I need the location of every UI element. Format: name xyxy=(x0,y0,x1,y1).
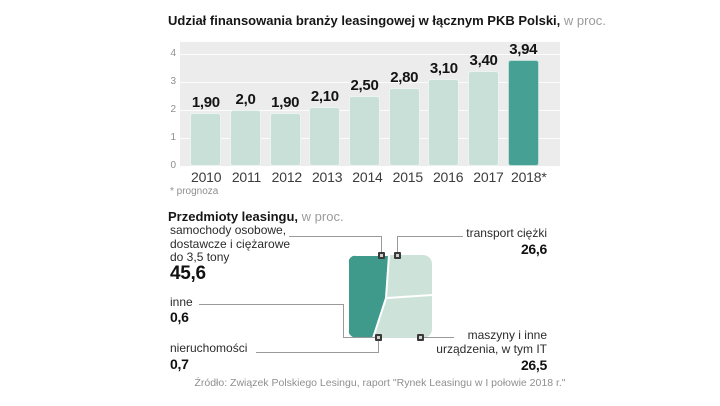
connector-samochody xyxy=(289,236,382,237)
bar-value-label: 2,80 xyxy=(390,69,419,86)
square-pie-title: Przedmioty leasingu, w proc. xyxy=(168,209,344,224)
bar-slot-2016: 3,10 xyxy=(424,42,464,166)
bar-2012 xyxy=(269,113,301,166)
value-maszyny: 26,5 xyxy=(520,357,547,373)
bar-chart-plot: 1,90 2,0 1,90 2,10 2,50 2,80 3,10 3,40 3,94 xyxy=(180,42,560,166)
label-inne: inne xyxy=(170,295,193,309)
value-transport: 26,6 xyxy=(520,241,547,257)
label-samochody-line2: dostawcze i ciężarowe xyxy=(170,236,291,251)
value-nieruchomosci: 0,7 xyxy=(170,356,189,372)
bar-2010 xyxy=(190,113,222,166)
label-transport: transport ciężki xyxy=(466,226,547,240)
label-nieruchomosci: nieruchomości xyxy=(170,341,248,355)
connector-samochody-drop xyxy=(381,236,382,253)
bar-chart-x-axis: 2010 2011 2012 2013 2014 2015 2016 2017 2018* xyxy=(186,169,549,185)
marker-samochody xyxy=(378,252,385,259)
bar-value-label: 2,0 xyxy=(235,91,256,108)
bar-2015 xyxy=(388,88,420,166)
bar-2014 xyxy=(349,96,381,166)
bar-chart-bars: 1,90 2,0 1,90 2,10 2,50 2,80 3,10 3,40 3,94 xyxy=(186,42,543,166)
y-tick-label-0: 0 xyxy=(170,160,176,171)
square-pie-divider xyxy=(386,294,432,299)
connector-inne-run xyxy=(343,337,377,338)
y-tick-label-1: 1 xyxy=(170,132,176,143)
bar-slot-2012: 1,90 xyxy=(265,42,305,166)
bar-value-label: 1,90 xyxy=(191,94,220,111)
x-tick-label: 2014 xyxy=(352,169,383,185)
connector-transport xyxy=(397,236,463,237)
label-samochody-line1: samochody osobowe, xyxy=(170,223,287,237)
x-tick-label: 2010 xyxy=(190,169,222,185)
marker-nieruchomosci-inne xyxy=(375,334,382,341)
x-tick-label: 2017 xyxy=(473,169,504,185)
bar-value-label: 1,90 xyxy=(271,94,300,111)
connector-inne-drop xyxy=(343,304,344,338)
bar-slot-2018*: 3,94 xyxy=(503,42,543,166)
bar-slot-2015: 2,80 xyxy=(384,42,424,166)
square-pie-dark-slice xyxy=(348,255,391,338)
bar-2016 xyxy=(428,79,460,166)
marker-transport xyxy=(394,252,401,259)
gridline-3 xyxy=(180,82,560,83)
bar-value-label: 3,10 xyxy=(429,60,458,77)
label-samochody-line3: do 3,5 tony xyxy=(170,250,230,264)
x-tick-label: 2015 xyxy=(392,169,424,185)
bar-slot-2014: 2,50 xyxy=(345,42,385,166)
bar-value-label: 3,40 xyxy=(469,52,498,69)
bar-slot-2013: 2,10 xyxy=(305,42,345,166)
square-pie-title-bold: Przedmioty leasingu, xyxy=(168,209,299,224)
connector-maszyny xyxy=(424,337,454,338)
bar-slot-2017: 3,40 xyxy=(464,42,504,166)
y-tick-label-2: 2 xyxy=(170,104,176,115)
x-tick-label: 2011 xyxy=(231,169,262,185)
connector-transport-drop xyxy=(397,236,398,253)
x-tick-label: 2012 xyxy=(271,169,303,185)
source-credit: Źródło: Związek Polskiego Lesingu, rapor… xyxy=(194,377,566,389)
bar-2018* xyxy=(507,60,539,166)
connector-inne xyxy=(199,304,344,305)
square-pie-title-suffix: w proc. xyxy=(301,209,344,224)
bar-2011 xyxy=(230,110,261,166)
bar-2013 xyxy=(309,107,341,166)
bar-value-label: 2,50 xyxy=(350,77,379,94)
bar-2017 xyxy=(468,71,500,166)
value-samochody: 45,6 xyxy=(170,262,206,284)
label-samochody: samochody osobowe, dostawcze i ciężarowe… xyxy=(170,223,291,284)
bar-slot-2011: 2,0 xyxy=(226,42,266,166)
x-tick-label: 2013 xyxy=(311,169,343,185)
label-maszyny-line1: maszyny i inne xyxy=(467,328,547,342)
square-pie-chart xyxy=(348,255,432,338)
x-tick-label: 2018* xyxy=(510,169,547,185)
bar-value-label: 3,94 xyxy=(509,41,538,58)
bar-chart-footnote: * prognoza xyxy=(170,186,219,197)
bar-chart-title-bold: Udział finansowania branży leasingowej w… xyxy=(168,13,561,28)
marker-maszyny xyxy=(417,334,424,341)
bar-chart-title: Udział finansowania branży leasingowej w… xyxy=(168,13,606,28)
y-tick-label-4: 4 xyxy=(170,48,176,59)
y-tick-label-3: 3 xyxy=(170,76,176,87)
bar-value-label: 2,10 xyxy=(310,88,339,105)
connector-nieruchomosci-rise xyxy=(378,341,379,353)
connector-nieruchomosci xyxy=(256,352,379,353)
label-maszyny-line2: urządzenia, w tym IT xyxy=(436,341,547,356)
gridline-4 xyxy=(180,54,560,55)
x-tick-label: 2016 xyxy=(432,169,464,185)
bar-chart-title-suffix: w proc. xyxy=(563,13,606,28)
label-maszyny: maszyny i inne urządzenia, w tym IT xyxy=(407,328,547,356)
value-inne: 0,6 xyxy=(170,309,189,325)
bar-slot-2010: 1,90 xyxy=(186,42,226,166)
